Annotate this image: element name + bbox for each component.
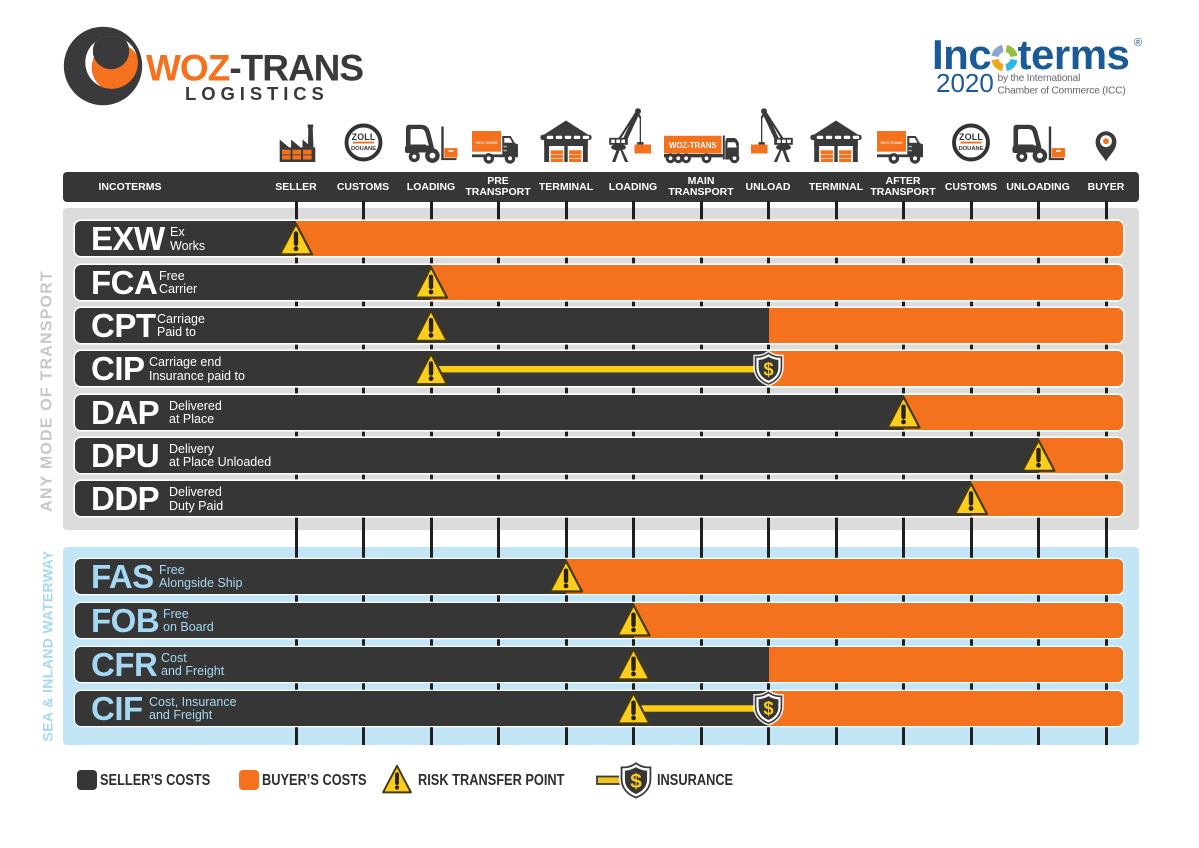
svg-text:$: $ <box>763 358 774 379</box>
svg-text:2020: 2020 <box>936 68 994 98</box>
svg-text:$: $ <box>630 770 642 793</box>
svg-text:Inc: Inc <box>932 31 991 78</box>
svg-text:terms: terms <box>1018 31 1130 78</box>
svg-text:by the International: by the International <box>998 73 1081 84</box>
svg-text:Chamber of Commerce (ICC): Chamber of Commerce (ICC) <box>998 86 1126 97</box>
svg-text:®: ® <box>1134 37 1142 49</box>
svg-text:LOGISTICS: LOGISTICS <box>185 83 329 104</box>
svg-text:WOZ-TRANS: WOZ-TRANS <box>146 48 363 89</box>
svg-text:$: $ <box>763 698 774 719</box>
